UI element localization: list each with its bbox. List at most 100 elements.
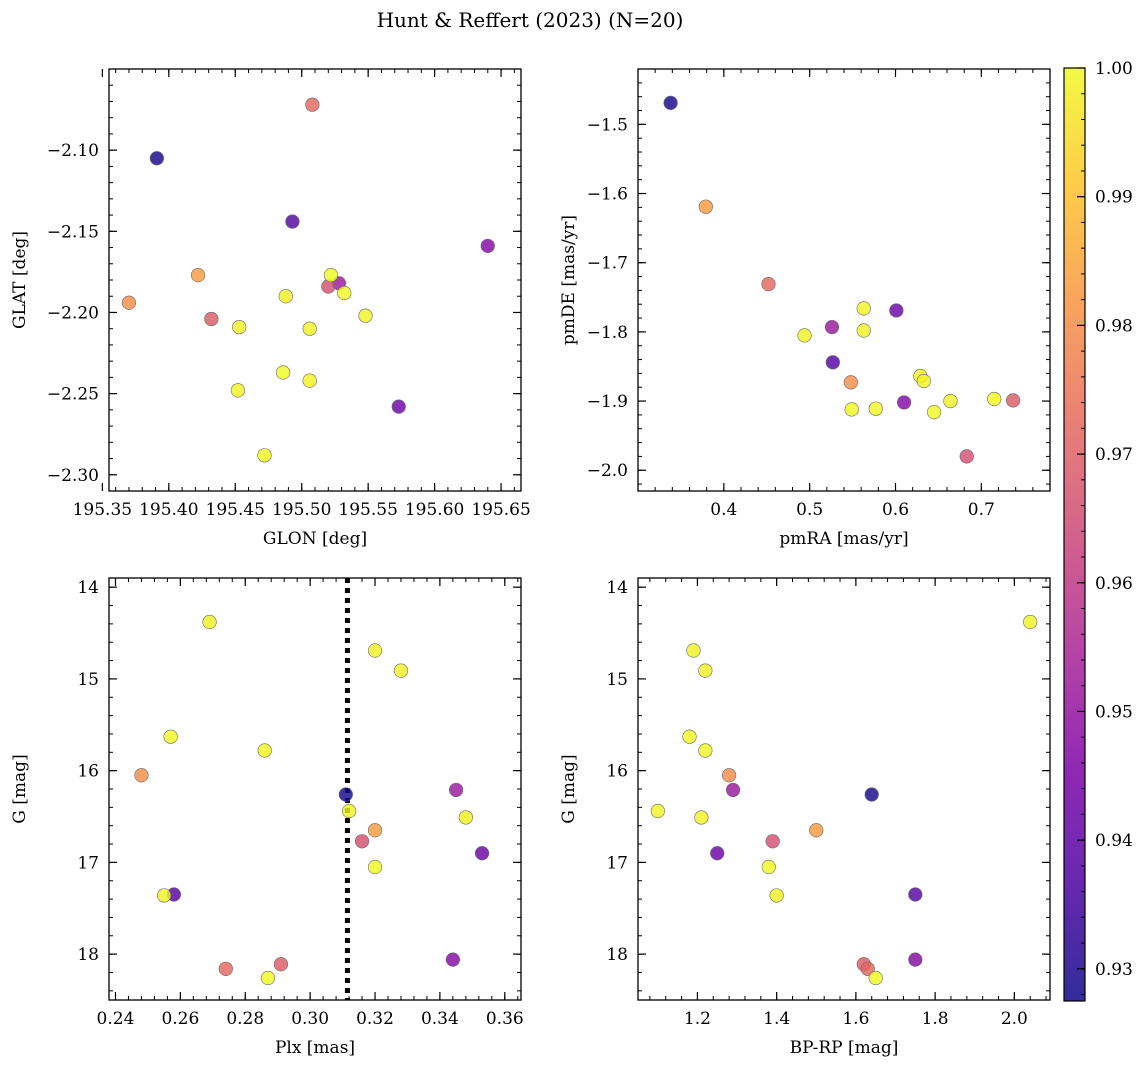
x-tick-label: 1.2	[684, 1009, 711, 1029]
y-tick-label: 18	[606, 945, 628, 965]
x-tick-label: 0.36	[486, 1009, 524, 1029]
data-point	[663, 95, 678, 110]
data-point	[825, 355, 840, 370]
data-point	[843, 375, 858, 390]
data-point	[337, 285, 352, 301]
data-point	[302, 373, 317, 388]
data-point	[257, 448, 272, 463]
data-point	[761, 859, 776, 875]
x-tick-label: 0.26	[161, 1009, 199, 1029]
data-point	[765, 834, 780, 849]
x-axis-label: GLON [deg]	[263, 529, 367, 549]
x-tick-label: 195.55	[338, 500, 397, 520]
data-point	[202, 614, 217, 630]
data-point	[1005, 393, 1021, 408]
y-tick-label: 16	[606, 762, 628, 782]
data-point	[449, 782, 464, 798]
data-point	[260, 970, 276, 986]
data-point	[761, 277, 776, 292]
axes-frame	[108, 577, 522, 1001]
data-point	[302, 321, 317, 336]
x-tick-label: 1.8	[922, 1009, 949, 1029]
x-tick-label: 0.4	[710, 500, 737, 520]
data-point	[367, 643, 383, 658]
data-point	[797, 328, 812, 343]
data-point	[650, 803, 665, 819]
y-tick-label: −1.5	[587, 115, 628, 135]
data-point	[276, 365, 291, 380]
axes-frame	[108, 68, 522, 492]
data-point	[908, 952, 923, 967]
x-tick-label: 0.34	[421, 1009, 459, 1029]
colorbar-tick-label: 0.96	[1095, 574, 1133, 594]
x-tick-label: 1.6	[842, 1009, 869, 1029]
colorbar-tick-label: 0.95	[1095, 702, 1133, 722]
data-point	[121, 295, 137, 310]
data-point	[710, 846, 725, 861]
y-tick-label: 17	[606, 853, 628, 873]
panel-2: 0.4 0.5 0.6 0.7 −2.0 −1.9 −1.8 −1.7 −1.6 −1.5 pmRA…	[559, 68, 1051, 549]
data-point	[959, 449, 974, 464]
data-point	[474, 846, 490, 861]
colorbar-gradient	[1064, 68, 1085, 1001]
colorbar-tick-label: 0.99	[1095, 188, 1133, 208]
x-axis-label: Plx [mas]	[275, 1038, 355, 1058]
y-tick-label: 15	[606, 670, 628, 690]
y-axis-label: pmDE [mas/yr]	[559, 215, 579, 345]
data-point	[1023, 614, 1038, 630]
colorbar-tick-label: 0.94	[1095, 831, 1133, 851]
panels: 195.35 195.40 195.45 195.50 195.55 195.60 195.…	[10, 68, 1051, 1058]
data-point	[480, 238, 495, 254]
y-axis-label: GLAT [deg]	[10, 231, 30, 329]
y-tick-label: 16	[77, 762, 99, 782]
x-tick-label: 0.28	[226, 1009, 264, 1029]
data-point	[868, 401, 883, 416]
data-point	[943, 393, 958, 409]
y-tick-label: 17	[77, 853, 99, 873]
x-axis-label: pmRA [mas/yr]	[779, 529, 908, 549]
y-tick-label: −2.20	[47, 303, 99, 323]
data-point	[698, 743, 713, 758]
data-point	[725, 782, 741, 798]
x-tick-label: 0.6	[882, 500, 909, 520]
x-tick-label: 195.65	[471, 500, 530, 520]
data-point	[445, 952, 460, 967]
data-point	[341, 803, 357, 819]
data-point	[889, 303, 904, 318]
colorbar-tick-label: 0.97	[1095, 445, 1133, 465]
x-tick-label: 195.60	[405, 500, 464, 520]
data-point	[232, 319, 247, 335]
data-point	[824, 319, 840, 335]
x-tick-label: 195.50	[272, 500, 331, 520]
data-point	[987, 391, 1002, 407]
y-tick-label: −2.30	[47, 466, 99, 486]
data-point	[927, 405, 942, 420]
y-tick-label: −2.10	[47, 141, 99, 161]
x-tick-label: 0.24	[97, 1009, 135, 1029]
y-tick-label: 14	[77, 578, 99, 598]
data-point	[722, 768, 737, 783]
x-tick-label: 0.32	[356, 1009, 394, 1029]
x-tick-label: 1.4	[763, 1009, 790, 1029]
data-point	[916, 373, 931, 389]
x-tick-label: 195.40	[139, 500, 198, 520]
data-point	[809, 823, 824, 838]
data-point	[682, 729, 697, 744]
data-point	[134, 768, 149, 783]
data-point	[856, 323, 871, 338]
data-point	[896, 395, 912, 410]
panel-4: 1.2 1.4 1.6 1.8 2.0 14 15 16 17 18 BP-RP [mag] G [m…	[559, 577, 1051, 1058]
colorbar-tick-label: 1.00	[1095, 59, 1133, 79]
data-point	[305, 97, 320, 112]
y-tick-label: 18	[77, 945, 99, 965]
data-point	[273, 957, 289, 972]
data-point	[698, 663, 713, 678]
y-tick-label: −2.0	[587, 461, 628, 481]
data-point	[190, 268, 206, 283]
data-point	[868, 970, 883, 986]
data-point	[285, 214, 300, 229]
data-point	[864, 787, 879, 802]
data-point	[163, 729, 178, 744]
data-point	[323, 268, 339, 283]
